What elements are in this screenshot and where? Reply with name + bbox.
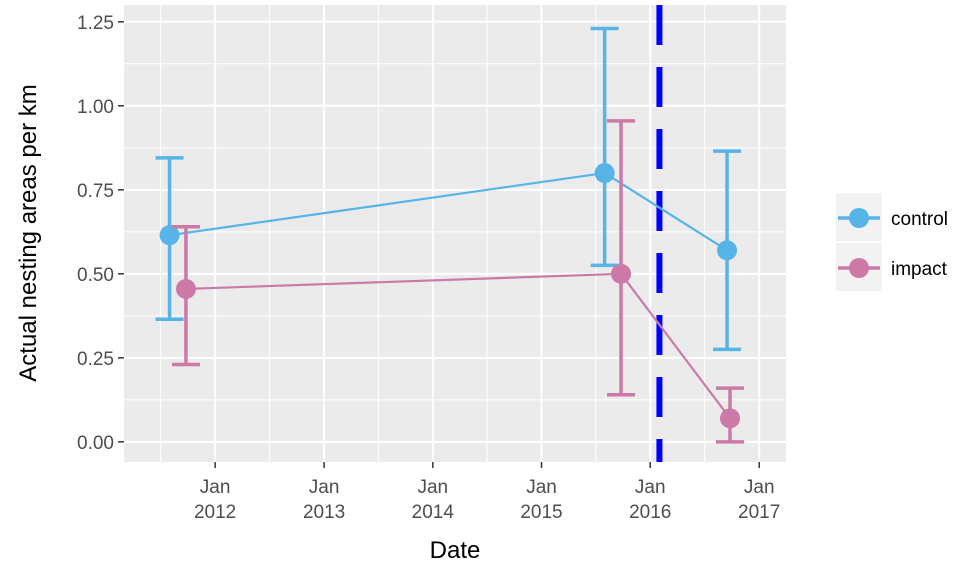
x-tick-label-month: Jan [417,477,448,498]
x-tick-label-year: 2015 [520,502,562,523]
x-axis-title: Date [430,537,481,564]
x-tick-label-month: Jan [635,477,666,498]
legend-label-impact: impact [891,259,948,280]
legend: control impact [836,193,948,291]
x-tick-label-year: 2017 [738,502,780,523]
series-layer [155,26,745,444]
legend-key-point-control [849,208,869,228]
y-tick-label: 0.50 [77,265,114,286]
plot-panel [124,5,786,462]
legend-key-point-impact [849,258,869,278]
grid-major [124,5,786,462]
y-tick-label: 0.25 [77,349,114,370]
series-impact [171,119,745,444]
y-axis: 0.00 0.25 0.50 0.75 1.00 1.25 [77,13,124,454]
y-tick-label: 1.00 [77,97,114,118]
data-point-control [594,163,615,184]
data-point-impact [175,278,196,299]
y-axis-title: Actual nesting areas per km [15,84,42,381]
x-tick-label-year: 2014 [412,502,455,523]
y-tick-label: 0.00 [77,433,114,454]
x-axis: Jan 2012 Jan 2013 Jan 2014 Jan 2015 Jan 2016 Jan 20… [194,462,780,523]
x-tick-label-year: 2016 [629,502,671,523]
x-tick-label-month: Jan [200,477,231,498]
x-tick-label-month: Jan [526,477,557,498]
x-tick-label-year: 2013 [303,502,345,523]
y-tick-label: 0.75 [77,181,114,202]
data-point-control [717,240,738,261]
series-control [155,26,742,352]
data-point-impact [720,408,741,429]
data-point-impact [611,263,632,284]
data-point-control [159,225,180,246]
x-tick-label-year: 2012 [194,502,236,523]
y-tick-label: 1.25 [77,13,114,34]
x-tick-label-month: Jan [309,477,340,498]
legend-label-control: control [891,209,948,230]
x-tick-label-month: Jan [744,477,775,498]
